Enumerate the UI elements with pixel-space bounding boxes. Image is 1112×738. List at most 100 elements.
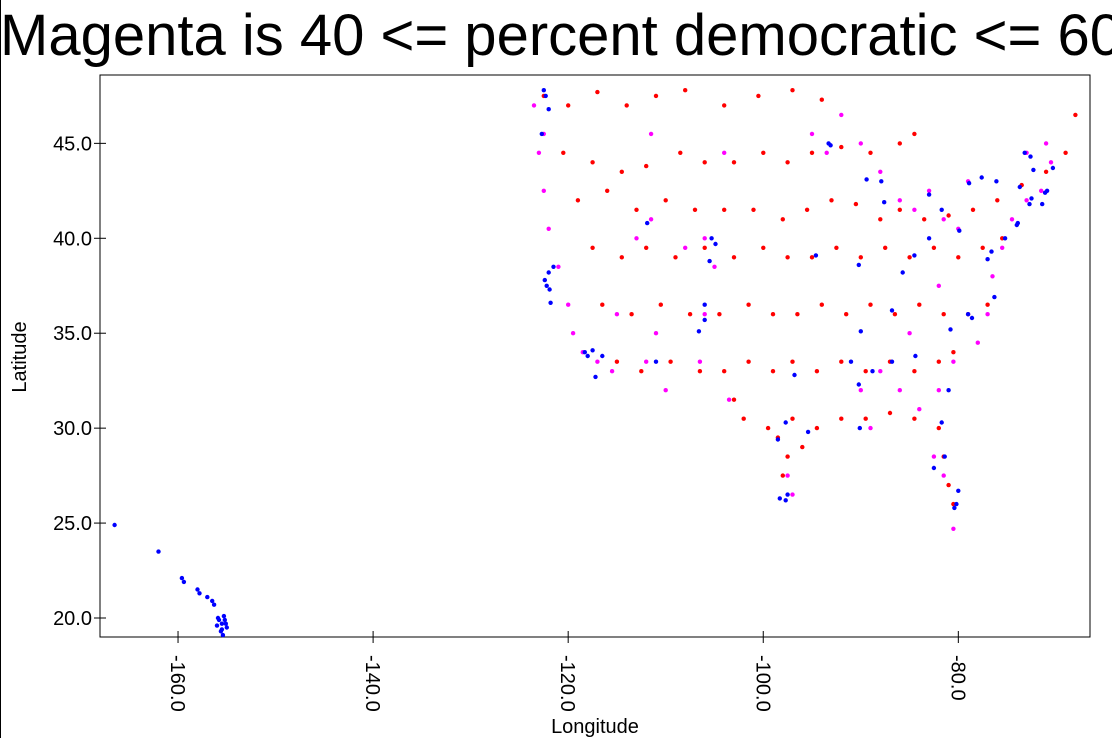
data-point	[707, 258, 712, 264]
data-point	[931, 245, 937, 250]
data-point	[790, 88, 795, 93]
data-point	[912, 416, 917, 421]
data-point	[931, 454, 937, 459]
data-point	[864, 177, 869, 182]
data-point	[879, 179, 884, 184]
data-point	[839, 112, 844, 118]
data-point	[946, 482, 951, 488]
data-point	[828, 143, 833, 148]
data-point	[941, 312, 946, 317]
data-point	[181, 579, 187, 585]
data-point	[542, 277, 547, 283]
data-point	[211, 602, 217, 607]
data-point	[546, 107, 551, 112]
data-point	[629, 312, 634, 317]
data-point	[785, 473, 790, 478]
data-point	[683, 88, 688, 93]
data-point	[590, 160, 595, 165]
data-point	[790, 359, 795, 364]
data-point	[814, 369, 820, 374]
data-point	[561, 150, 566, 155]
points-layer	[112, 88, 1078, 638]
data-point	[1017, 184, 1022, 190]
data-point	[614, 359, 620, 364]
data-point	[858, 329, 863, 334]
data-point	[556, 264, 561, 269]
data-point	[544, 283, 549, 288]
data-point	[223, 621, 228, 626]
data-point	[922, 217, 927, 222]
data-point	[985, 302, 990, 307]
data-point	[653, 359, 659, 364]
data-point	[722, 207, 727, 212]
data-point	[805, 429, 811, 435]
x-tick-label: -140.0	[361, 655, 383, 712]
data-point	[858, 255, 863, 260]
data-point	[907, 255, 912, 260]
data-point	[575, 198, 581, 203]
data-point	[985, 257, 990, 262]
data-point	[761, 245, 766, 250]
data-point	[790, 492, 795, 497]
data-point	[746, 302, 751, 307]
data-point	[590, 245, 595, 250]
data-point	[541, 88, 546, 93]
data-point	[936, 359, 941, 364]
data-point	[216, 617, 222, 623]
data-point	[214, 623, 220, 628]
x-tick-label: -100.0	[751, 655, 773, 712]
data-point	[1050, 165, 1056, 171]
data-point	[844, 312, 849, 317]
data-point	[645, 220, 650, 226]
data-point	[800, 444, 805, 450]
data-point	[856, 382, 861, 387]
data-point	[722, 103, 727, 108]
data-point	[717, 312, 722, 317]
data-point	[1029, 196, 1034, 201]
data-point	[785, 492, 790, 497]
data-point	[942, 454, 947, 459]
data-point	[195, 587, 200, 592]
data-point	[1048, 160, 1054, 165]
data-point	[777, 496, 782, 501]
data-point	[946, 213, 951, 218]
data-point	[775, 437, 781, 442]
data-point	[741, 416, 746, 421]
y-axis-label: Latitude	[9, 321, 31, 392]
data-point	[1073, 112, 1078, 118]
data-point	[992, 294, 997, 300]
data-point	[697, 359, 703, 364]
data-point	[1027, 201, 1032, 207]
data-point	[1022, 150, 1027, 155]
data-point	[595, 359, 600, 364]
data-point	[156, 549, 161, 554]
data-point	[948, 327, 953, 332]
data-point	[804, 207, 810, 212]
data-point	[829, 198, 834, 203]
data-point	[722, 150, 727, 155]
data-point	[936, 283, 941, 288]
data-point	[546, 226, 551, 231]
data-point	[878, 369, 883, 374]
data-point	[956, 255, 961, 260]
data-point	[853, 201, 859, 207]
data-point	[814, 425, 820, 431]
data-point	[936, 388, 941, 393]
data-point	[795, 312, 800, 317]
y-tick-label: 20.0	[53, 608, 92, 630]
data-point	[731, 160, 737, 165]
data-point	[731, 255, 737, 260]
data-point	[224, 625, 229, 630]
data-point	[957, 228, 962, 233]
data-point	[683, 245, 688, 250]
data-point	[897, 207, 902, 212]
data-point	[600, 353, 605, 359]
data-point	[870, 369, 875, 374]
data-point	[639, 369, 644, 374]
data-point	[220, 632, 226, 638]
data-point	[761, 150, 766, 155]
data-point	[692, 207, 698, 212]
data-point	[965, 312, 971, 317]
data-point	[913, 353, 918, 359]
